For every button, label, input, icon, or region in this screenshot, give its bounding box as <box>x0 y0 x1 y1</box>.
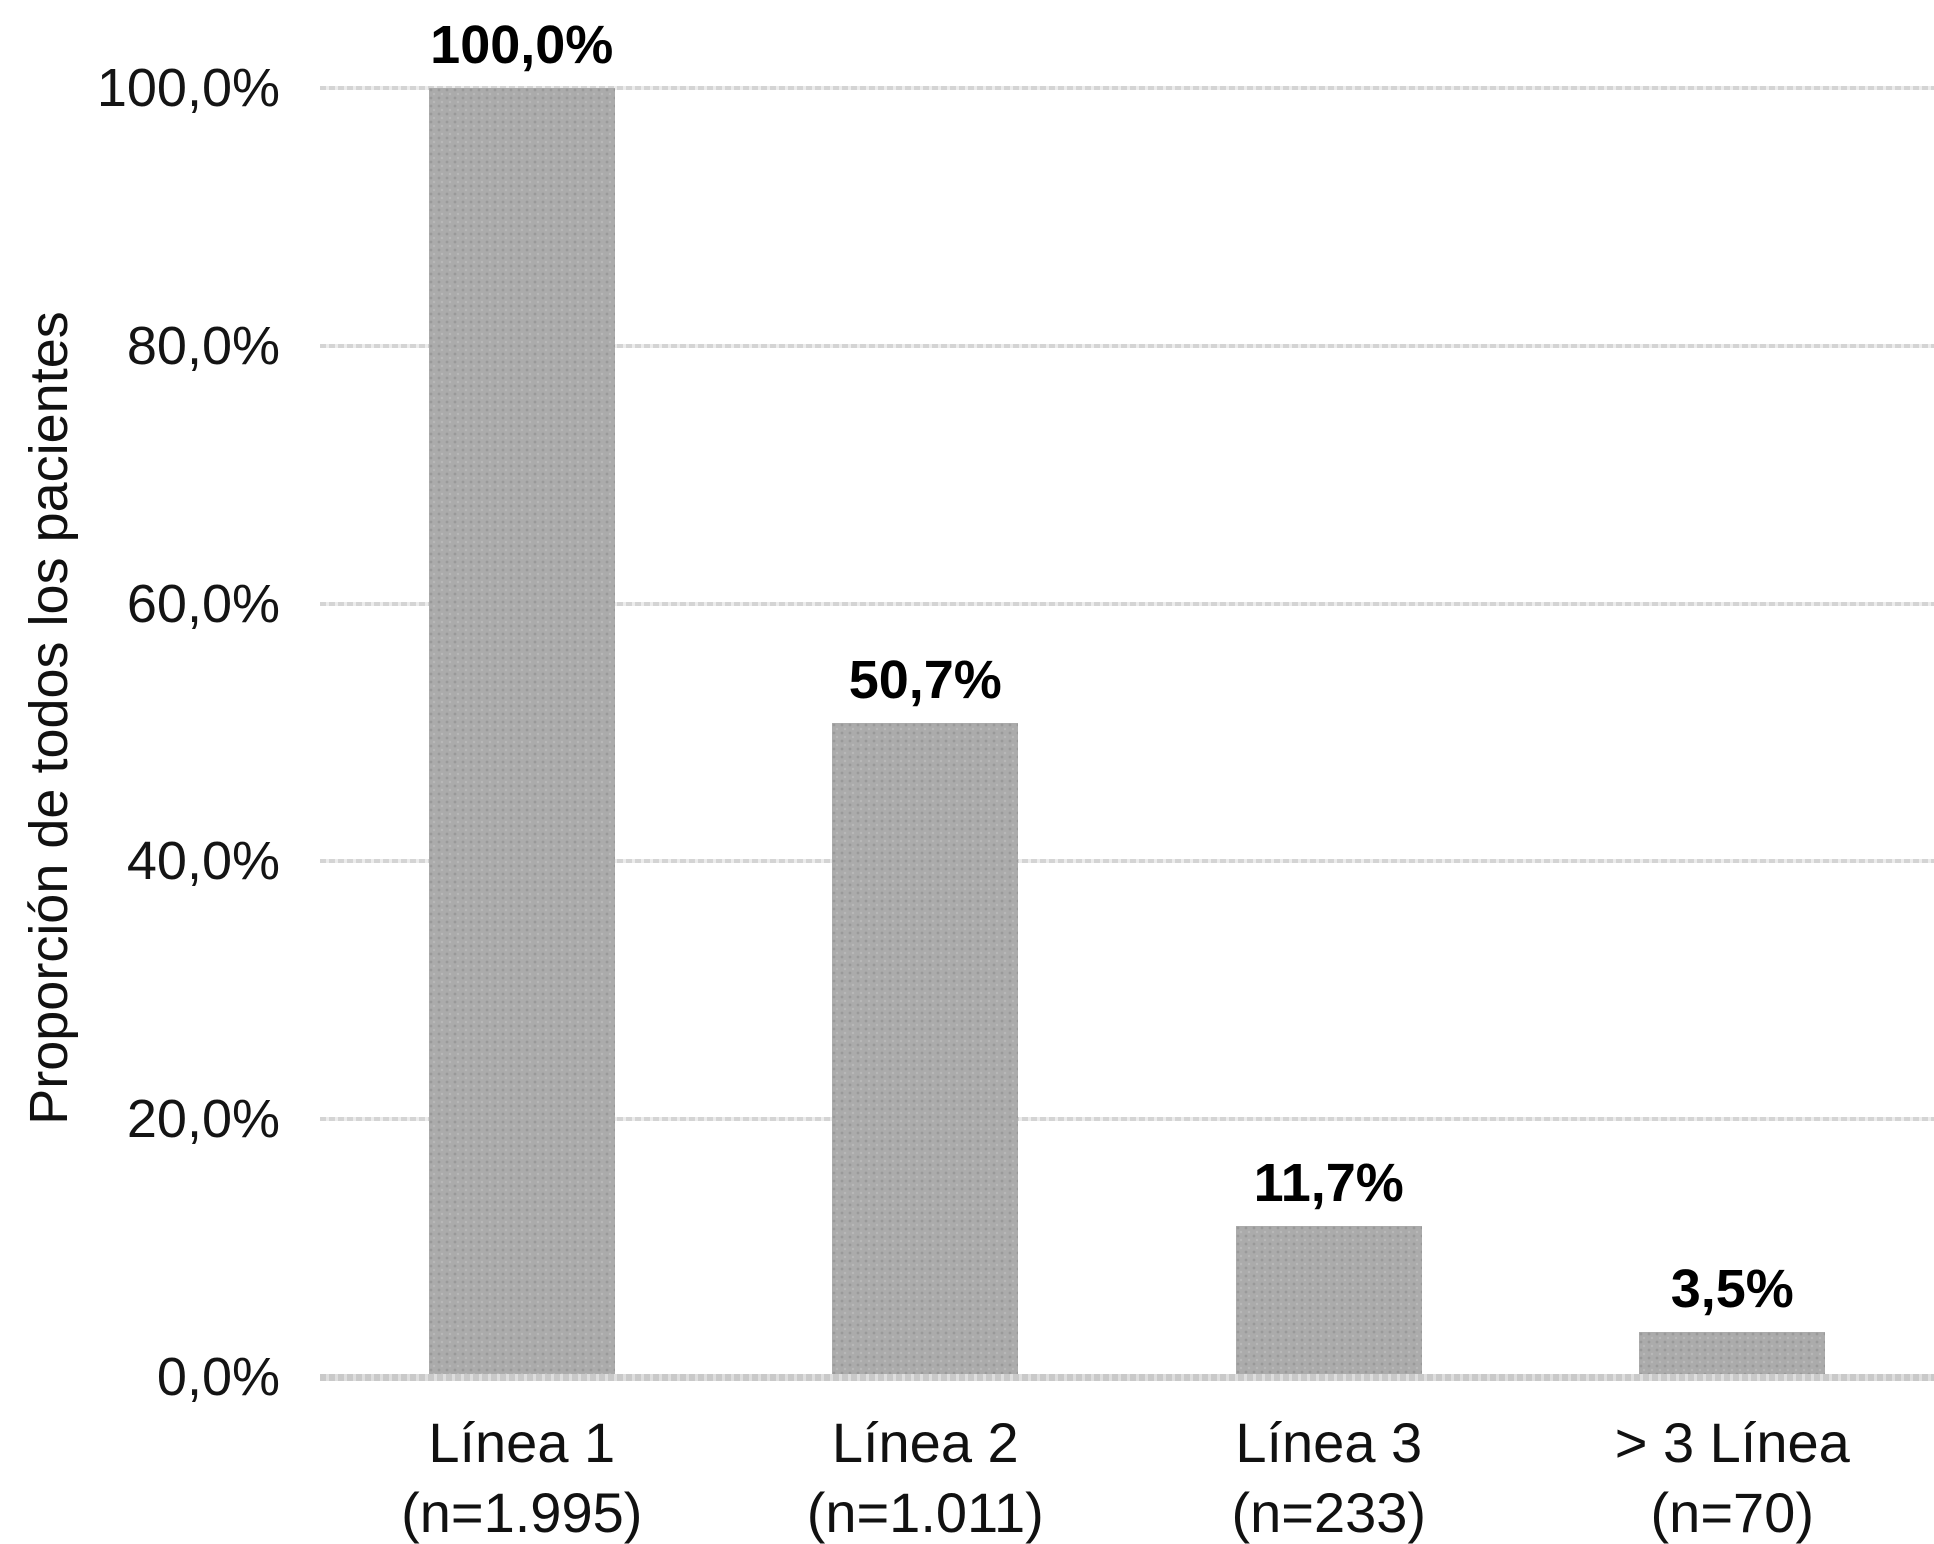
x-axis-category-label: > 3 Línea (n=70) <box>1532 1408 1932 1544</box>
y-axis-tick-label: 60,0% <box>126 573 280 634</box>
x-axis-category-label: Línea 3 (n=233) <box>1129 1408 1529 1544</box>
gridline <box>320 601 1934 606</box>
category-n-count: (n=70) <box>1650 1481 1814 1544</box>
bar-value-label: 3,5% <box>1670 1258 1794 1319</box>
bar-value-label: 100,0% <box>430 15 614 75</box>
category-n-count: (n=1.995) <box>401 1481 643 1544</box>
y-axis-tick-label: 20,0% <box>126 1089 280 1150</box>
category-name: Línea 2 <box>831 1411 1019 1474</box>
x-axis-line <box>320 1374 1934 1381</box>
x-axis-category-label: Línea 2 (n=1.011) <box>725 1408 1125 1544</box>
y-axis-tick-label: 0,0% <box>156 1347 280 1407</box>
bar <box>832 723 1019 1374</box>
category-n-count: (n=233) <box>1231 1481 1427 1544</box>
y-axis-tick-label: 100,0% <box>96 58 280 118</box>
y-axis-tick-label: 40,0% <box>126 831 280 892</box>
category-name: > 3 Línea <box>1614 1411 1850 1474</box>
gridline <box>320 343 1934 348</box>
y-axis-tick-label: 80,0% <box>126 315 280 376</box>
bar-value-label: 11,7% <box>1253 1153 1404 1214</box>
gridline <box>320 86 1934 90</box>
category-n-count: (n=1.011) <box>806 1481 1044 1544</box>
bar <box>1235 1226 1422 1374</box>
bar <box>1639 1331 1826 1374</box>
y-axis-title: Proporción de todos los pacientes <box>19 311 79 1125</box>
bar <box>428 88 615 1374</box>
gridline <box>320 1117 1934 1122</box>
category-name: Línea 3 <box>1235 1411 1423 1474</box>
x-axis-category-label: Línea 1 (n=1.995) <box>322 1408 722 1544</box>
category-name: Línea 1 <box>428 1411 616 1474</box>
gridline <box>320 859 1934 864</box>
bar-value-label: 50,7% <box>848 650 1002 711</box>
